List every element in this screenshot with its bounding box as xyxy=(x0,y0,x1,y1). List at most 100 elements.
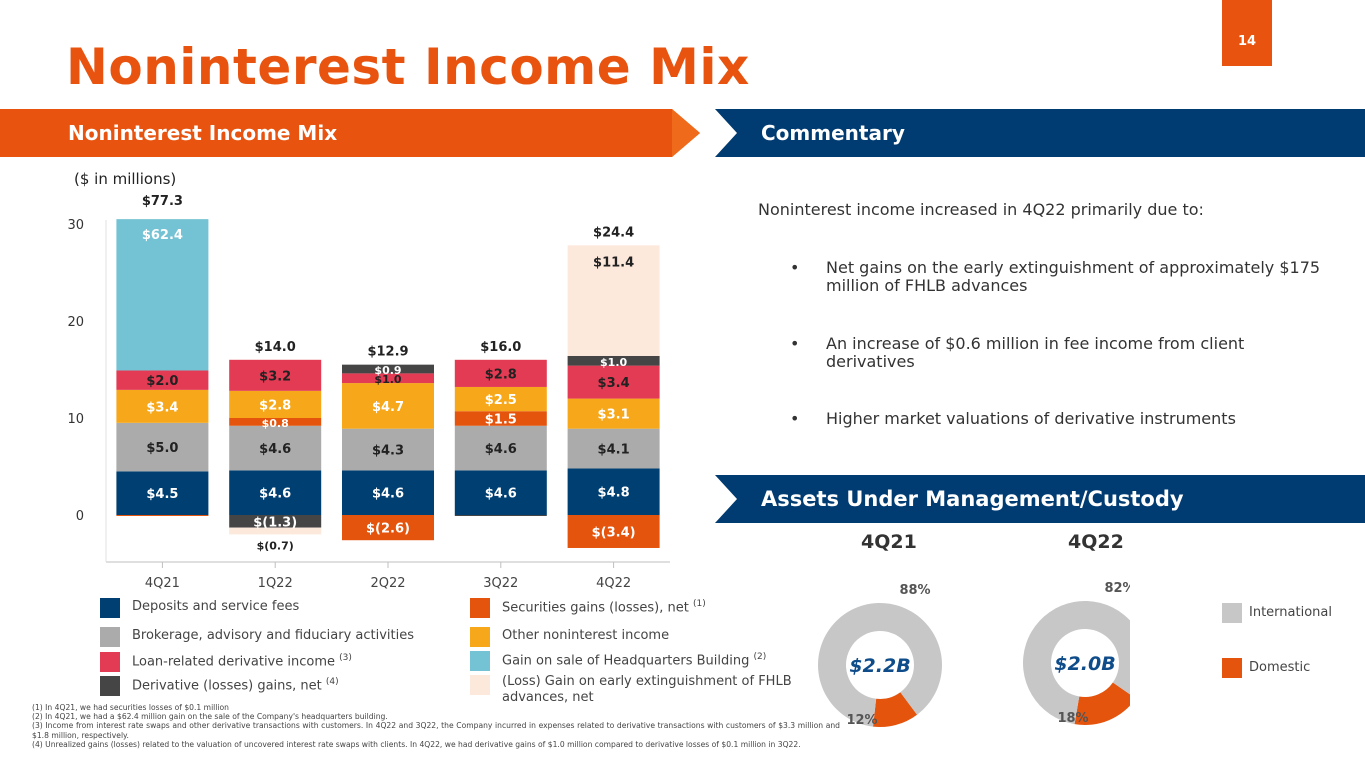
income-mix-banner-label: Noninterest Income Mix xyxy=(68,121,338,145)
legend-label: Brokerage, advisory and fiduciary activi… xyxy=(132,628,415,643)
legend-swatch xyxy=(1222,603,1242,623)
bar-segment-brokerage-3q22 xyxy=(454,425,547,471)
bar-segment-deriv_gl-4q22 xyxy=(567,355,660,366)
bar-value-label: $(3.4) xyxy=(592,525,636,540)
donut-slice-international xyxy=(1023,601,1130,725)
bar-value-label: $2.8 xyxy=(259,398,291,413)
bar-segment-other-2q22 xyxy=(342,383,434,429)
footnote: (2) In 4Q21, we had a $62.4 million gain… xyxy=(32,712,388,722)
bar-segment-deriv_gl-1q22 xyxy=(229,515,322,528)
bullet-dot: • xyxy=(790,258,800,277)
legend-label: Derivative (losses) gains, net (4) xyxy=(132,677,339,694)
bar-value-label: $4.6 xyxy=(372,487,404,502)
bar-value-label: $2.5 xyxy=(485,393,517,408)
bar-value-label: $0.9 xyxy=(374,364,401,377)
bar-segment-hq_sale-4q21 xyxy=(116,219,209,371)
bar-segment-deposits-2q22 xyxy=(342,470,434,515)
bar-value-label: $4.7 xyxy=(372,400,404,415)
bar-value-label: $5.0 xyxy=(146,441,178,456)
bar-value-label: $(0.7) xyxy=(257,539,294,552)
bar-segment-other-1q22 xyxy=(229,390,322,418)
bar-segment-securities-1q22 xyxy=(229,418,322,426)
bar-segment-loan_deriv-2q22 xyxy=(342,373,434,384)
bar-value-label: $4.6 xyxy=(259,487,291,502)
bar-segment-deriv_gl-2q22 xyxy=(342,364,434,374)
income-mix-chart: 0 10 20 30 4Q21 1Q22 2Q22 3Q22 4Q22 $77.3 $14.0 $12… xyxy=(67,194,670,590)
bullet-text: Net gains on the early extinguishment of… xyxy=(826,258,1321,295)
bar-segment-brokerage-4q22 xyxy=(567,428,660,469)
bar-segment-brokerage-1q22 xyxy=(229,425,322,471)
y-tick-label: 20 xyxy=(67,315,84,330)
page-title: Noninterest Income Mix xyxy=(66,38,750,96)
bar-segment-other-3q22 xyxy=(454,386,547,412)
banner-arrow-shape xyxy=(715,475,1365,523)
commentary-banner: Commentary xyxy=(715,109,1365,157)
x-tick-label: 3Q22 xyxy=(483,576,518,590)
legend-swatch xyxy=(100,652,120,672)
bar-total-label: $12.9 xyxy=(367,345,408,360)
bar-segment-other-4q22 xyxy=(567,398,660,429)
bar-segment-brokerage-2q22 xyxy=(342,428,434,471)
bar-segment-brokerage-4q21 xyxy=(116,422,209,472)
footnote: (4) Unrealized gains (losses) related to… xyxy=(32,739,801,749)
bar-segment-loan_deriv-1q22 xyxy=(229,359,322,391)
donut-slice-domestic xyxy=(873,692,918,727)
banner-arrow-shape xyxy=(0,109,700,157)
bar-segment-deriv_gl-3q22 xyxy=(454,515,547,516)
bullet-dot: • xyxy=(790,334,800,353)
pie-title-4q22: 4Q22 xyxy=(1068,531,1124,553)
x-tick-label: 1Q22 xyxy=(258,576,293,590)
page-number: 14 xyxy=(1222,0,1272,66)
bar-value-label: $(1.3) xyxy=(253,515,297,530)
legend-label: Deposits and service fees xyxy=(132,599,300,614)
donut-international-label: 88% xyxy=(899,583,930,598)
x-tick-label: 4Q22 xyxy=(596,576,631,590)
bar-value-label: $3.2 xyxy=(259,369,291,384)
legend-label: (Loss) Gain on early extinguishment of F… xyxy=(502,674,792,705)
bar-segment-deposits-1q22 xyxy=(229,470,322,515)
bar-value-label: $4.6 xyxy=(485,487,517,502)
aum-banner-label: Assets Under Management/Custody xyxy=(761,487,1184,511)
bar-segment-other-4q21 xyxy=(116,389,209,423)
bar-segment-loan_deriv-4q22 xyxy=(567,365,660,399)
donut-domestic-label: 18% xyxy=(1057,711,1088,726)
x-tick-label: 4Q21 xyxy=(145,576,180,590)
bar-segment-deposits-4q21 xyxy=(116,471,209,515)
bar-total-label: $16.0 xyxy=(480,340,521,355)
bar-value-label: $11.4 xyxy=(593,255,634,270)
bar-value-label: $4.3 xyxy=(372,444,404,459)
bar-segment-securities-2q22 xyxy=(342,515,434,541)
bullet-dot: • xyxy=(790,409,800,428)
legend-label: Domestic xyxy=(1249,660,1311,675)
bar-value-label: $(2.6) xyxy=(366,522,410,537)
bar-value-label: $2.0 xyxy=(146,374,178,389)
bar-value-label: $1.0 xyxy=(374,373,401,386)
commentary-intro: Noninterest income increased in 4Q22 pri… xyxy=(758,200,1204,219)
bar-segment-securities-4q21 xyxy=(116,515,209,516)
bar-value-label: $4.6 xyxy=(259,442,291,457)
bar-segment-extinguish-4q22 xyxy=(567,245,660,356)
bar-total-label: $14.0 xyxy=(255,340,296,355)
bar-value-label: $3.1 xyxy=(598,408,630,423)
bar-value-label: $4.8 xyxy=(598,486,630,501)
aum-banner: Assets Under Management/Custody xyxy=(715,475,1365,523)
legend-swatch xyxy=(470,598,490,618)
bar-segment-deposits-4q22 xyxy=(567,468,660,515)
legend-swatch xyxy=(100,598,120,618)
commentary-banner-label: Commentary xyxy=(761,121,905,145)
donut-slice-international xyxy=(818,603,942,727)
legend-swatch xyxy=(1222,658,1242,678)
legend-label: International xyxy=(1249,605,1332,620)
bar-value-label: $4.1 xyxy=(598,443,630,458)
x-tick-label: 2Q22 xyxy=(370,576,405,590)
bar-value-label: $0.8 xyxy=(262,417,289,430)
bar-value-label: $4.6 xyxy=(485,442,517,457)
legend-label: Securities gains (losses), net (1) xyxy=(502,599,706,616)
donut-slice-domestic xyxy=(1074,682,1130,725)
donut-domestic-label: 12% xyxy=(846,713,877,728)
pie-title-4q21: 4Q21 xyxy=(861,531,917,553)
donut-center-total: $2.2B xyxy=(849,655,910,677)
legend-label: Other noninterest income xyxy=(502,628,670,643)
footnotes: (1) In 4Q21, we had securities losses of… xyxy=(32,703,840,749)
income-mix-banner: Noninterest Income Mix xyxy=(0,109,700,157)
